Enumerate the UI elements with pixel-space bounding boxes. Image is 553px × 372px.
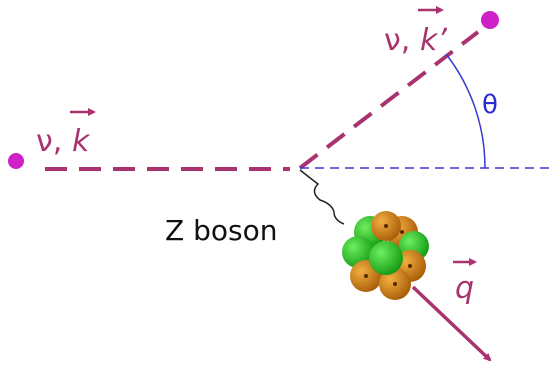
diagram: ν, k ν, k’ θ Z boson q: [0, 0, 553, 372]
outgoing-particle: ν,: [384, 23, 410, 58]
incoming-particle: ν,: [36, 124, 62, 159]
z-boson-label: Z boson: [165, 214, 277, 247]
z-boson-line: [300, 170, 344, 224]
nucleus: [342, 211, 429, 300]
angle-label: θ: [482, 90, 498, 120]
incoming-momentum: k: [72, 124, 91, 159]
q-label: q: [455, 271, 474, 306]
angle-arc: [446, 54, 485, 168]
incoming-neutrino: [8, 153, 24, 169]
outgoing-neutrino: [481, 11, 499, 29]
q-arrow: [413, 287, 490, 360]
outgoing-momentum: k’: [420, 23, 447, 58]
